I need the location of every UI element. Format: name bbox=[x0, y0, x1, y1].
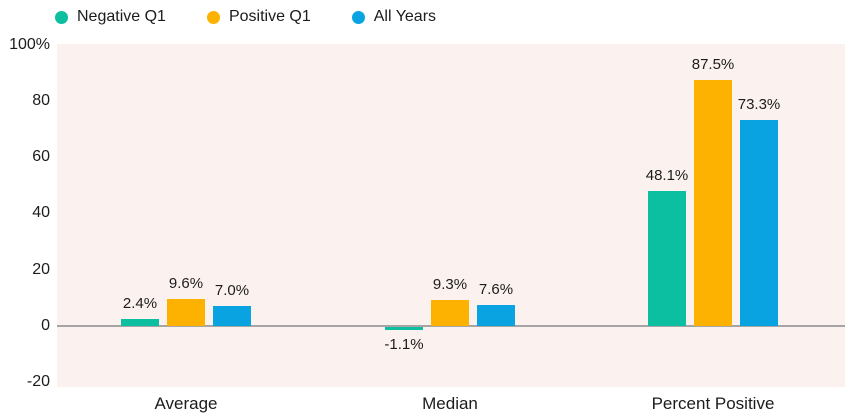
bar-negative-q1 bbox=[121, 319, 159, 326]
y-axis-tick-label: -20 bbox=[26, 373, 50, 391]
bar-all-years bbox=[213, 306, 251, 326]
y-axis-tick-label: 40 bbox=[32, 204, 50, 222]
category-label-average: Average bbox=[154, 394, 218, 413]
bar-negative-q1 bbox=[385, 327, 423, 331]
y-axis-tick-label: 100% bbox=[9, 35, 50, 53]
bar-value-label: 48.1% bbox=[645, 166, 689, 184]
legend-dot-icon bbox=[55, 10, 68, 24]
bar-value-label: -1.1% bbox=[384, 336, 424, 354]
category-label-median: Median bbox=[422, 394, 478, 413]
bar-value-label: 7.6% bbox=[478, 280, 514, 298]
legend-item-all-years: All Years bbox=[351, 8, 437, 26]
legend-label: Negative Q1 bbox=[77, 8, 166, 25]
y-axis-tick-label: 20 bbox=[32, 260, 50, 278]
bar-all-years bbox=[477, 304, 515, 326]
y-axis-tick-label: 80 bbox=[32, 91, 50, 109]
y-axis-tick-label: 0 bbox=[41, 317, 50, 334]
bar-positive-q1 bbox=[167, 298, 205, 326]
bar-all-years bbox=[740, 119, 778, 326]
legend-dot-icon bbox=[351, 10, 365, 24]
chart-legend: Negative Q1 Positive Q1 All Years bbox=[55, 8, 436, 26]
bar-value-label: 9.3% bbox=[432, 275, 468, 293]
legend-label: All Years bbox=[373, 8, 437, 25]
bar-value-label: 7.0% bbox=[214, 282, 250, 300]
legend-item-positive-q1: Positive Q1 bbox=[206, 8, 311, 26]
bar-value-label: 9.6% bbox=[168, 274, 204, 292]
bar-value-label: 2.4% bbox=[122, 295, 158, 313]
bar-positive-q1 bbox=[694, 79, 732, 326]
bar-value-label: 87.5% bbox=[691, 55, 735, 73]
legend-item-negative-q1: Negative Q1 bbox=[55, 8, 166, 26]
category-label-percent-positive: Percent Positive bbox=[651, 394, 775, 413]
bar-value-label: 73.3% bbox=[737, 95, 781, 113]
legend-dot-icon bbox=[206, 10, 220, 24]
x-axis-zero-line bbox=[57, 325, 845, 327]
bar-negative-q1 bbox=[648, 190, 686, 326]
bar-positive-q1 bbox=[431, 299, 469, 326]
y-axis-tick-label: 60 bbox=[32, 148, 50, 166]
legend-label: Positive Q1 bbox=[228, 8, 311, 25]
